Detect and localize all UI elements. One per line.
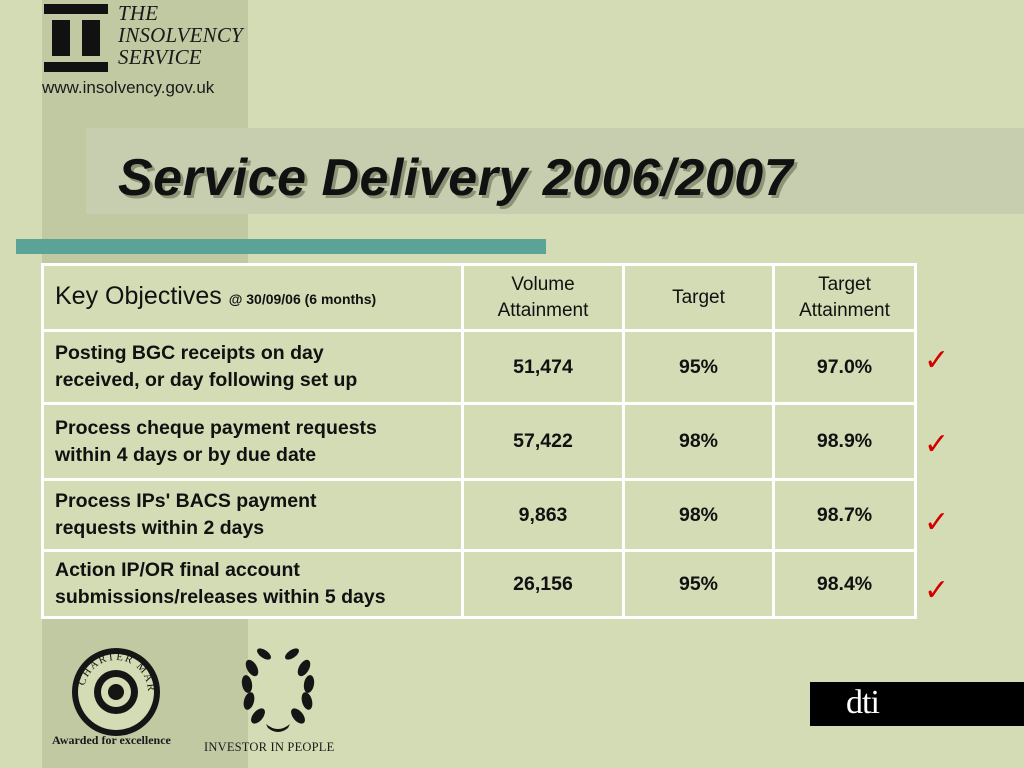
table-row: Process cheque payment requests within 4… — [41, 402, 917, 481]
header-target-attainment-line-1: Target — [818, 273, 871, 295]
header-target-attainment-line-2: Attainment — [799, 299, 890, 321]
page-title: Service Delivery 2006/2007 — [118, 149, 794, 207]
objective-cell: Process cheque payment requests within 4… — [41, 402, 464, 481]
checkmark-icon: ✓ — [924, 427, 950, 462]
objective-line-1: Process IPs' BACS payment — [55, 490, 317, 512]
charter-mark-caption: Awarded for excellence — [52, 733, 171, 747]
target-cell: 95% — [622, 329, 775, 405]
objective-line-1: Process cheque payment requests — [55, 416, 377, 439]
header-key-objectives-label: Key Objectives — [55, 282, 222, 310]
attainment-cell: 98.9% — [772, 402, 917, 481]
logo-line-2: INSOLVENCY — [118, 23, 243, 47]
investor-in-people-caption: INVESTOR IN PEOPLE — [204, 740, 335, 754]
header-key-objectives-date: @ 30/09/06 (6 months) — [228, 291, 377, 307]
dti-logo-text: dti — [846, 684, 880, 721]
attainment-cell: 98.4% — [772, 549, 917, 619]
title-band — [86, 128, 1024, 214]
logo-wordmark: THE INSOLVENCY SERVICE — [118, 2, 243, 68]
dti-logo: dti — [810, 682, 1024, 726]
charter-mark-seal-icon: CHARTER MARK — [70, 646, 160, 736]
header-volume-line-1: Volume — [511, 273, 575, 295]
checkmark-icon: ✓ — [924, 343, 950, 378]
volume-cell: 51,474 — [461, 329, 625, 405]
attainment-cell: 98.7% — [772, 478, 917, 552]
checkmark-icon: ✓ — [924, 505, 950, 540]
checkmark-icon: ✓ — [924, 573, 950, 608]
table-row: Posting BGC receipts on day received, or… — [41, 329, 917, 405]
table-row: Process IPs' BACS payment requests withi… — [41, 478, 917, 552]
website-url: www.insolvency.gov.uk — [42, 78, 215, 97]
header-target-attainment: Target Attainment — [772, 263, 917, 332]
volume-cell: 9,863 — [461, 478, 625, 552]
table-header-row: Key Objectives @ 30/09/06 (6 months) Vol… — [41, 263, 917, 332]
table-row: Action IP/OR final account submissions/r… — [41, 549, 917, 619]
logo-line-3: SERVICE — [118, 45, 202, 69]
volume-cell: 26,156 — [461, 549, 625, 619]
investor-in-people-wreath-icon — [241, 648, 315, 732]
objectives-table: Key Objectives @ 30/09/06 (6 months) Vol… — [41, 263, 917, 619]
objective-cell: Posting BGC receipts on day received, or… — [41, 329, 464, 405]
header-volume-line-2: Attainment — [497, 299, 589, 321]
target-cell: 98% — [622, 402, 775, 481]
objective-line-1: Action IP/OR final account — [55, 559, 300, 581]
objective-line-2: requests within 2 days — [55, 517, 265, 539]
objective-cell: Process IPs' BACS payment requests withi… — [41, 478, 464, 552]
volume-cell: 57,422 — [461, 402, 625, 481]
header-key-objectives: Key Objectives @ 30/09/06 (6 months) — [41, 263, 464, 332]
target-cell: 98% — [622, 478, 775, 552]
accent-bar — [16, 239, 546, 254]
header-target: Target — [622, 263, 775, 332]
insolvency-logo-icon — [44, 4, 108, 72]
objective-line-2: within 4 days or by due date — [55, 443, 317, 466]
objective-line-2: received, or day following set up — [55, 369, 358, 391]
target-cell: 95% — [622, 549, 775, 619]
header-volume-attainment: Volume Attainment — [461, 263, 625, 332]
attainment-cell: 97.0% — [772, 329, 917, 405]
logo-line-1: THE — [118, 1, 159, 25]
objective-cell: Action IP/OR final account submissions/r… — [41, 549, 464, 619]
objectives-table-container: Key Objectives @ 30/09/06 (6 months) Vol… — [41, 263, 917, 619]
insolvency-service-logo: THE INSOLVENCY SERVICE www.insolvency.go… — [42, 0, 252, 100]
objective-line-2: submissions/releases within 5 days — [55, 586, 386, 608]
objective-line-1: Posting BGC receipts on day — [55, 342, 324, 364]
